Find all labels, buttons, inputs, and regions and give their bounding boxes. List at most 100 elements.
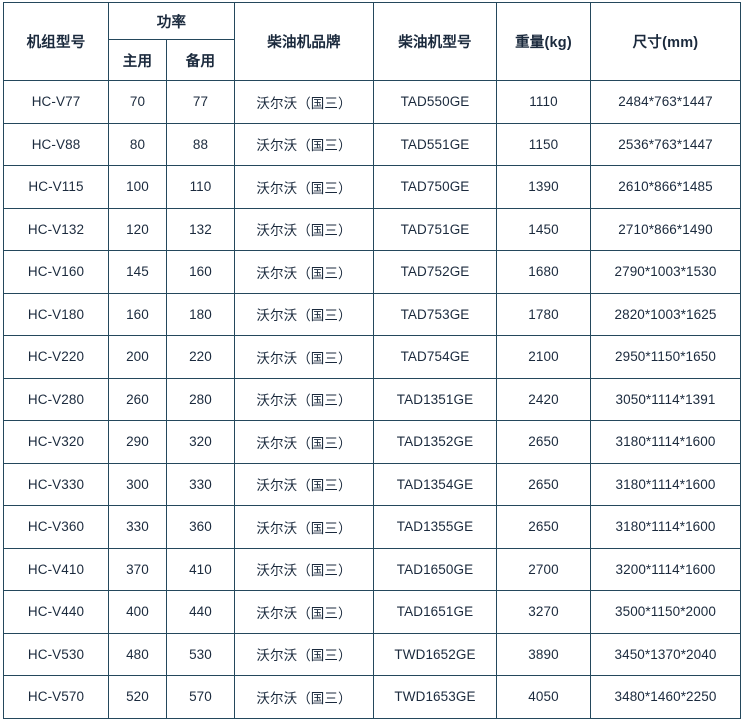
- cell-power-prime: 120: [108, 207, 167, 251]
- cell-engine-model: TAD1354GE: [373, 462, 497, 506]
- column-header-model: 机组型号: [3, 2, 109, 81]
- column-header-engine-brand: 柴油机品牌: [234, 2, 374, 81]
- cell-engine-model: TAD551GE: [373, 122, 497, 166]
- cell-engine-model: TAD752GE: [373, 250, 497, 294]
- cell-engine-model: TAD1651GE: [373, 590, 497, 634]
- cell-power-standby: 88: [166, 122, 235, 166]
- cell-model: HC-V180: [3, 292, 109, 336]
- cell-power-standby: 77: [166, 80, 235, 124]
- cell-dimensions: 2610*866*1485: [590, 165, 741, 209]
- table-body: HC-V77 70 77 沃尔沃（国三） TAD550GE 1110 2484*763*14…: [3, 80, 741, 719]
- cell-weight: 2650: [496, 420, 591, 464]
- cell-engine-brand: 沃尔沃（国三）: [234, 80, 374, 124]
- table-row: HC-V410 370 410 沃尔沃（国三） TAD1650GE 2700 3200*11…: [3, 547, 741, 591]
- cell-power-standby: 330: [166, 462, 235, 506]
- cell-model: HC-V440: [3, 590, 109, 634]
- cell-model: HC-V77: [3, 80, 109, 124]
- cell-weight: 1450: [496, 207, 591, 251]
- cell-weight: 3890: [496, 632, 591, 676]
- cell-engine-brand: 沃尔沃（国三）: [234, 675, 374, 719]
- cell-engine-model: TAD1351GE: [373, 377, 497, 421]
- table-header: 机组型号 功率 柴油机品牌 柴油机型号 重量(kg) 尺寸(mm) 主用 备用: [3, 2, 741, 81]
- cell-power-prime: 260: [108, 377, 167, 421]
- cell-dimensions: 2820*1003*1625: [590, 292, 741, 336]
- header-row-top: 机组型号 功率 柴油机品牌 柴油机型号 重量(kg) 尺寸(mm): [3, 2, 741, 81]
- cell-weight: 1780: [496, 292, 591, 336]
- cell-power-prime: 80: [108, 122, 167, 166]
- cell-power-standby: 440: [166, 590, 235, 634]
- cell-engine-model: TAD751GE: [373, 207, 497, 251]
- cell-power-standby: 570: [166, 675, 235, 719]
- table-row: HC-V220 200 220 沃尔沃（国三） TAD754GE 2100 2950*115…: [3, 335, 741, 379]
- cell-model: HC-V320: [3, 420, 109, 464]
- column-header-power-prime: 主用: [108, 39, 167, 81]
- cell-power-prime: 70: [108, 80, 167, 124]
- table-row: HC-V570 520 570 沃尔沃（国三） TWD1653GE 4050 3480*14…: [3, 675, 741, 719]
- column-header-power-group: 功率: [108, 2, 235, 40]
- cell-engine-brand: 沃尔沃（国三）: [234, 207, 374, 251]
- cell-power-prime: 520: [108, 675, 167, 719]
- table-row: HC-V530 480 530 沃尔沃（国三） TWD1652GE 3890 3450*13…: [3, 632, 741, 676]
- cell-power-standby: 160: [166, 250, 235, 294]
- column-header-power-standby: 备用: [166, 39, 235, 81]
- cell-dimensions: 3180*1114*1600: [590, 462, 741, 506]
- cell-dimensions: 2710*866*1490: [590, 207, 741, 251]
- cell-model: HC-V570: [3, 675, 109, 719]
- cell-power-prime: 330: [108, 505, 167, 549]
- cell-engine-model: TAD750GE: [373, 165, 497, 209]
- table-row: HC-V330 300 330 沃尔沃（国三） TAD1354GE 2650 3180*11…: [3, 462, 741, 506]
- cell-dimensions: 3180*1114*1600: [590, 420, 741, 464]
- cell-engine-model: TAD753GE: [373, 292, 497, 336]
- table-row: HC-V160 145 160 沃尔沃（国三） TAD752GE 1680 2790*100…: [3, 250, 741, 294]
- cell-power-standby: 530: [166, 632, 235, 676]
- table-row: HC-V77 70 77 沃尔沃（国三） TAD550GE 1110 2484*763*14…: [3, 80, 741, 124]
- cell-model: HC-V132: [3, 207, 109, 251]
- cell-model: HC-V530: [3, 632, 109, 676]
- cell-weight: 2650: [496, 462, 591, 506]
- generator-spec-table-container: 机组型号 功率 柴油机品牌 柴油机型号 重量(kg) 尺寸(mm) 主用 备用 …: [3, 2, 741, 719]
- generator-spec-table: 机组型号 功率 柴油机品牌 柴油机型号 重量(kg) 尺寸(mm) 主用 备用 …: [3, 2, 741, 719]
- cell-weight: 2100: [496, 335, 591, 379]
- cell-engine-model: TAD550GE: [373, 80, 497, 124]
- cell-engine-model: TWD1653GE: [373, 675, 497, 719]
- cell-engine-model: TAD1355GE: [373, 505, 497, 549]
- cell-model: HC-V160: [3, 250, 109, 294]
- cell-power-standby: 280: [166, 377, 235, 421]
- column-header-engine-model: 柴油机型号: [373, 2, 497, 81]
- cell-engine-brand: 沃尔沃（国三）: [234, 632, 374, 676]
- cell-power-prime: 160: [108, 292, 167, 336]
- cell-dimensions: 3450*1370*2040: [590, 632, 741, 676]
- cell-model: HC-V280: [3, 377, 109, 421]
- cell-dimensions: 3050*1114*1391: [590, 377, 741, 421]
- cell-model: HC-V360: [3, 505, 109, 549]
- cell-power-prime: 480: [108, 632, 167, 676]
- cell-model: HC-V220: [3, 335, 109, 379]
- cell-engine-brand: 沃尔沃（国三）: [234, 505, 374, 549]
- cell-model: HC-V115: [3, 165, 109, 209]
- cell-weight: 3270: [496, 590, 591, 634]
- cell-dimensions: 2484*763*1447: [590, 80, 741, 124]
- cell-power-standby: 410: [166, 547, 235, 591]
- cell-power-prime: 400: [108, 590, 167, 634]
- cell-engine-brand: 沃尔沃（国三）: [234, 250, 374, 294]
- cell-dimensions: 3180*1114*1600: [590, 505, 741, 549]
- cell-power-prime: 370: [108, 547, 167, 591]
- cell-power-standby: 360: [166, 505, 235, 549]
- cell-engine-brand: 沃尔沃（国三）: [234, 420, 374, 464]
- cell-weight: 1110: [496, 80, 591, 124]
- cell-engine-model: TWD1652GE: [373, 632, 497, 676]
- cell-engine-model: TAD1352GE: [373, 420, 497, 464]
- cell-weight: 2420: [496, 377, 591, 421]
- cell-dimensions: 2536*763*1447: [590, 122, 741, 166]
- table-row: HC-V280 260 280 沃尔沃（国三） TAD1351GE 2420 3050*11…: [3, 377, 741, 421]
- cell-power-standby: 220: [166, 335, 235, 379]
- cell-weight: 2700: [496, 547, 591, 591]
- cell-engine-brand: 沃尔沃（国三）: [234, 547, 374, 591]
- cell-engine-brand: 沃尔沃（国三）: [234, 462, 374, 506]
- cell-power-prime: 300: [108, 462, 167, 506]
- cell-power-prime: 100: [108, 165, 167, 209]
- cell-power-standby: 180: [166, 292, 235, 336]
- table-row: HC-V320 290 320 沃尔沃（国三） TAD1352GE 2650 3180*11…: [3, 420, 741, 464]
- cell-engine-model: TAD1650GE: [373, 547, 497, 591]
- cell-power-standby: 110: [166, 165, 235, 209]
